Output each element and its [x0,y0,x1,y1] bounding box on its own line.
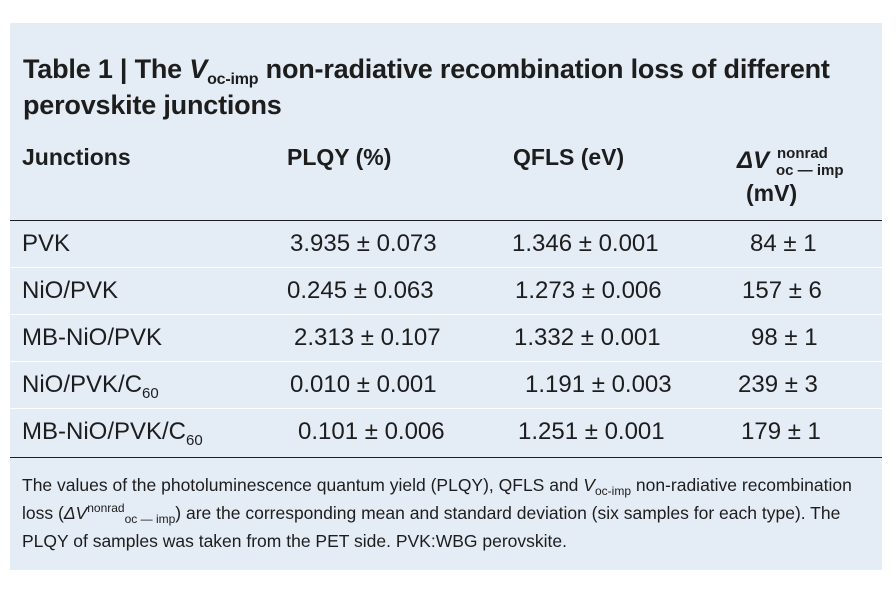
cell-qfls: 1.191 ± 0.003 [525,371,672,398]
table-footnote: The values of the photoluminescence quan… [22,475,852,551]
cell-plqy: 2.313 ± 0.107 [294,324,441,351]
header-delta-superscript: nonrad [777,145,828,162]
title-v-subscript: oc-imp [207,71,259,88]
table-title: Table 1 | The Voc-imp non-radiative reco… [23,51,882,123]
cell-qfls: 1.251 ± 0.001 [518,418,665,445]
table-row: PVK 3.935 ± 0.073 1.346 ± 0.001 84 ± 1 [10,221,882,268]
title-prefix: Table 1 | The [23,54,190,84]
header-delta-subscript: oc — imp [776,162,844,179]
cell-delta: 98 ± 1 [751,324,818,351]
cell-plqy: 0.101 ± 0.006 [298,418,445,445]
footnote-divider [10,457,882,458]
header-delta-unit: (mV) [746,180,798,206]
header-delta-v: ΔV nonrad oc — imp (mV) [737,145,844,206]
cell-junction: PVK [22,230,71,257]
cell-qfls: 1.346 ± 0.001 [512,230,659,257]
cell-plqy: 0.010 ± 0.001 [290,371,437,398]
cell-plqy: 3.935 ± 0.073 [290,230,437,257]
header-qfls: QFLS (eV) [513,144,625,170]
cell-junction: MB-NiO/PVK [22,324,163,351]
table-row: MB-NiO/PVK/C60 0.101 ± 0.006 1.251 ± 0.0… [10,409,882,455]
table-row: NiO/PVK/C60 0.010 ± 0.001 1.191 ± 0.003 … [10,362,882,409]
header-delta-symbol: ΔV [737,147,770,174]
table-card: Table 1 | The Voc-imp non-radiative reco… [10,23,882,570]
cell-junction: MB-NiO/PVK/C60 [22,418,203,449]
cell-delta: 157 ± 6 [742,277,822,304]
cell-delta: 179 ± 1 [741,418,821,445]
table-row: NiO/PVK 0.245 ± 0.063 1.273 ± 0.006 157 … [10,268,882,315]
header-junctions: Junctions [22,144,131,170]
cell-delta: 84 ± 1 [750,230,817,257]
header-plqy: PLQY (%) [287,144,392,170]
cell-plqy: 0.245 ± 0.063 [287,277,434,304]
cell-qfls: 1.273 ± 0.006 [515,277,662,304]
cell-junction: NiO/PVK [22,277,119,304]
title-v-symbol: V [189,54,208,84]
cell-qfls: 1.332 ± 0.001 [514,324,661,351]
table-row: MB-NiO/PVK 2.313 ± 0.107 1.332 ± 0.001 9… [10,315,882,362]
table-header-row: Junctions PLQY (%) QFLS (eV) ΔV nonrad o… [10,136,882,221]
title-suffix: non-radiative recombination loss of diff… [23,54,830,120]
cell-junction: NiO/PVK/C60 [22,371,159,402]
cell-delta: 239 ± 3 [738,371,818,398]
